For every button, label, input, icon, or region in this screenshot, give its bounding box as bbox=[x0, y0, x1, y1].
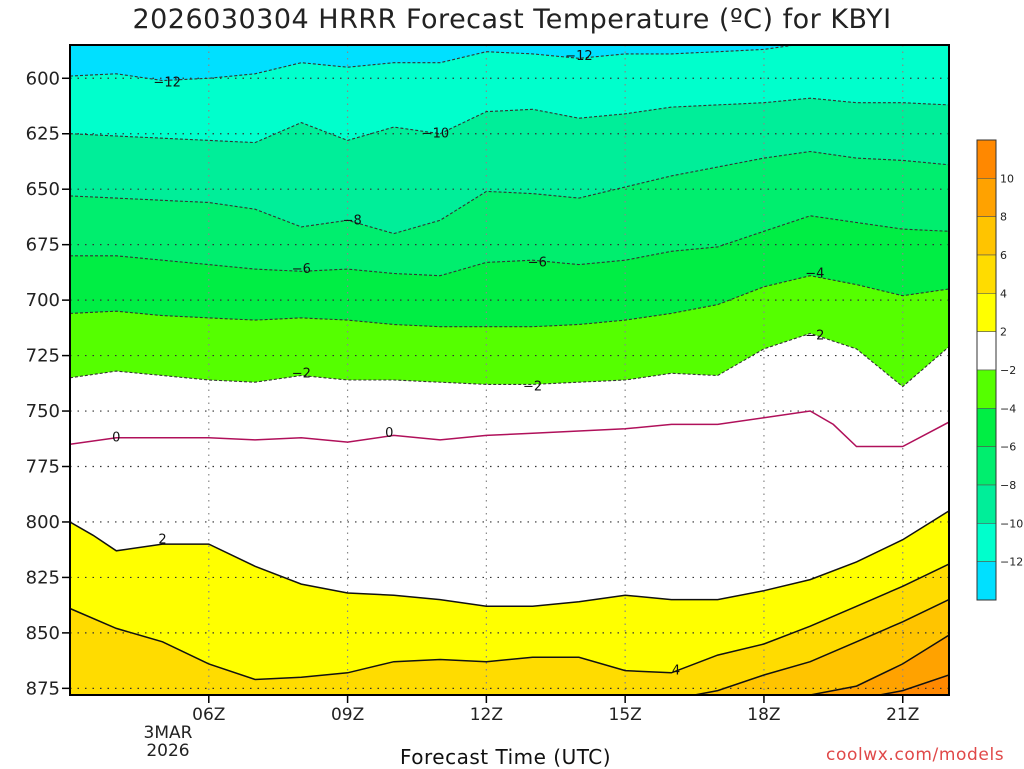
colorbar-tick-label: 2 bbox=[1000, 326, 1007, 339]
date-label: 3MAR 2026 bbox=[144, 723, 193, 761]
colorbar-tick-label: −4 bbox=[1000, 402, 1016, 415]
y-tick-label: 725 bbox=[26, 346, 60, 367]
contour-label: −8 bbox=[343, 213, 362, 228]
contour-label: 2 bbox=[158, 533, 166, 548]
y-tick-label: 675 bbox=[26, 235, 60, 256]
contour-line bbox=[70, 510, 949, 608]
colorbar-tick-label: −2 bbox=[1000, 364, 1016, 377]
x-axis: 06Z 09Z 12Z 15Z 18Z 21Z bbox=[192, 695, 919, 725]
y-tick-label: 600 bbox=[26, 68, 60, 89]
fill-band-above-8 bbox=[810, 635, 949, 695]
contour-line bbox=[70, 563, 949, 681]
colorbar-swatch bbox=[976, 331, 997, 371]
colorbar-tick-label: −6 bbox=[1000, 441, 1016, 454]
contour-label: 4 bbox=[672, 664, 680, 679]
date-label-month: 3MAR bbox=[144, 723, 193, 743]
contour-line bbox=[70, 275, 949, 328]
y-tick-label: 625 bbox=[26, 124, 60, 145]
contour-line bbox=[70, 45, 799, 82]
chart-title: 2026030304 HRRR Forecast Temperature (ºC… bbox=[132, 4, 892, 35]
contour-line bbox=[694, 598, 949, 695]
contour-line bbox=[70, 150, 949, 235]
colorbar-swatch bbox=[976, 178, 997, 217]
colorbar-tick-label: −8 bbox=[1000, 479, 1016, 492]
y-tick-label: 700 bbox=[26, 290, 60, 311]
contour-label: −4 bbox=[805, 266, 824, 281]
colorbar-swatch bbox=[976, 446, 997, 486]
colorbar-swatch bbox=[976, 369, 997, 409]
contour-label: −12 bbox=[565, 49, 592, 64]
contour-line bbox=[70, 97, 949, 144]
colorbar-frame bbox=[976, 139, 997, 601]
contour-lines bbox=[70, 45, 949, 695]
x-axis-label: Forecast Time (UTC) bbox=[400, 745, 612, 769]
y-tick-label: 875 bbox=[26, 678, 60, 699]
fill-band-above-6 bbox=[694, 599, 949, 695]
y-tick-label: 750 bbox=[26, 401, 60, 422]
contour-label: 0 bbox=[385, 426, 393, 441]
fill-band-above-2 bbox=[70, 510, 949, 695]
x-tick-label: 09Z bbox=[331, 705, 364, 725]
y-axis: 600 625 650 675 700 725 750 775 800 825 850 875 bbox=[26, 68, 70, 699]
x-tick-label: 15Z bbox=[609, 705, 642, 725]
contour-label: −12 bbox=[153, 76, 180, 91]
colorbar-swatch bbox=[976, 293, 997, 332]
x-tick-label: 06Z bbox=[192, 705, 225, 725]
y-tick-label: 825 bbox=[26, 567, 60, 588]
source-credit: coolwx.com/models bbox=[826, 745, 1005, 765]
colorbar-tick-label: −12 bbox=[1000, 556, 1023, 569]
y-tick-label: 775 bbox=[26, 457, 60, 478]
y-tick-label: 650 bbox=[26, 179, 60, 200]
contour-label: −6 bbox=[528, 255, 547, 270]
contour-line bbox=[879, 674, 949, 695]
colorbar-tick-label: 6 bbox=[1000, 249, 1007, 262]
colorbar-swatch bbox=[976, 484, 997, 524]
colorbar-tick-label: 10 bbox=[1000, 172, 1014, 185]
contour-label: 0 bbox=[112, 431, 120, 446]
colorbar-swatch bbox=[976, 216, 997, 256]
contour-label: −2 bbox=[523, 380, 542, 395]
colorbar-tick-label: −10 bbox=[1000, 517, 1023, 530]
fill-band-above-4 bbox=[70, 564, 949, 695]
contour-labels: −12 −12 −10 −8 −6 −6 −4 −2 −2 −2 0 0 2 4 bbox=[112, 49, 824, 679]
colorbar-swatch bbox=[976, 523, 997, 562]
x-tick-label: 21Z bbox=[886, 705, 919, 725]
colorbar: 10 8 6 4 2 −2 −4 −6 −8 −10 −12 bbox=[976, 139, 1023, 601]
gridlines bbox=[70, 45, 949, 695]
y-tick-label: 800 bbox=[26, 512, 60, 533]
contour-label: −6 bbox=[292, 262, 311, 277]
x-tick-label: 12Z bbox=[470, 705, 503, 725]
x-tick-label: 18Z bbox=[747, 705, 780, 725]
colorbar-swatch bbox=[976, 139, 997, 179]
contour-label: −2 bbox=[805, 329, 824, 344]
fill-band-above-10 bbox=[879, 675, 949, 695]
colorbar-swatch bbox=[976, 408, 997, 447]
colorbar-tick-label: 8 bbox=[1000, 211, 1007, 224]
date-label-year: 2026 bbox=[146, 741, 189, 761]
contour-line bbox=[70, 215, 949, 277]
contour-line bbox=[70, 410, 949, 448]
contour-label: −2 bbox=[292, 366, 311, 381]
colorbar-tick-label: 4 bbox=[1000, 287, 1007, 300]
colorbar-swatch bbox=[976, 254, 997, 294]
contour-line bbox=[810, 634, 949, 695]
temperature-fill-layer bbox=[70, 45, 949, 695]
plot-frame bbox=[69, 44, 950, 696]
contour-label: −10 bbox=[422, 127, 449, 142]
contour-line bbox=[70, 332, 949, 388]
y-tick-label: 850 bbox=[26, 623, 60, 644]
colorbar-swatch bbox=[976, 561, 997, 601]
